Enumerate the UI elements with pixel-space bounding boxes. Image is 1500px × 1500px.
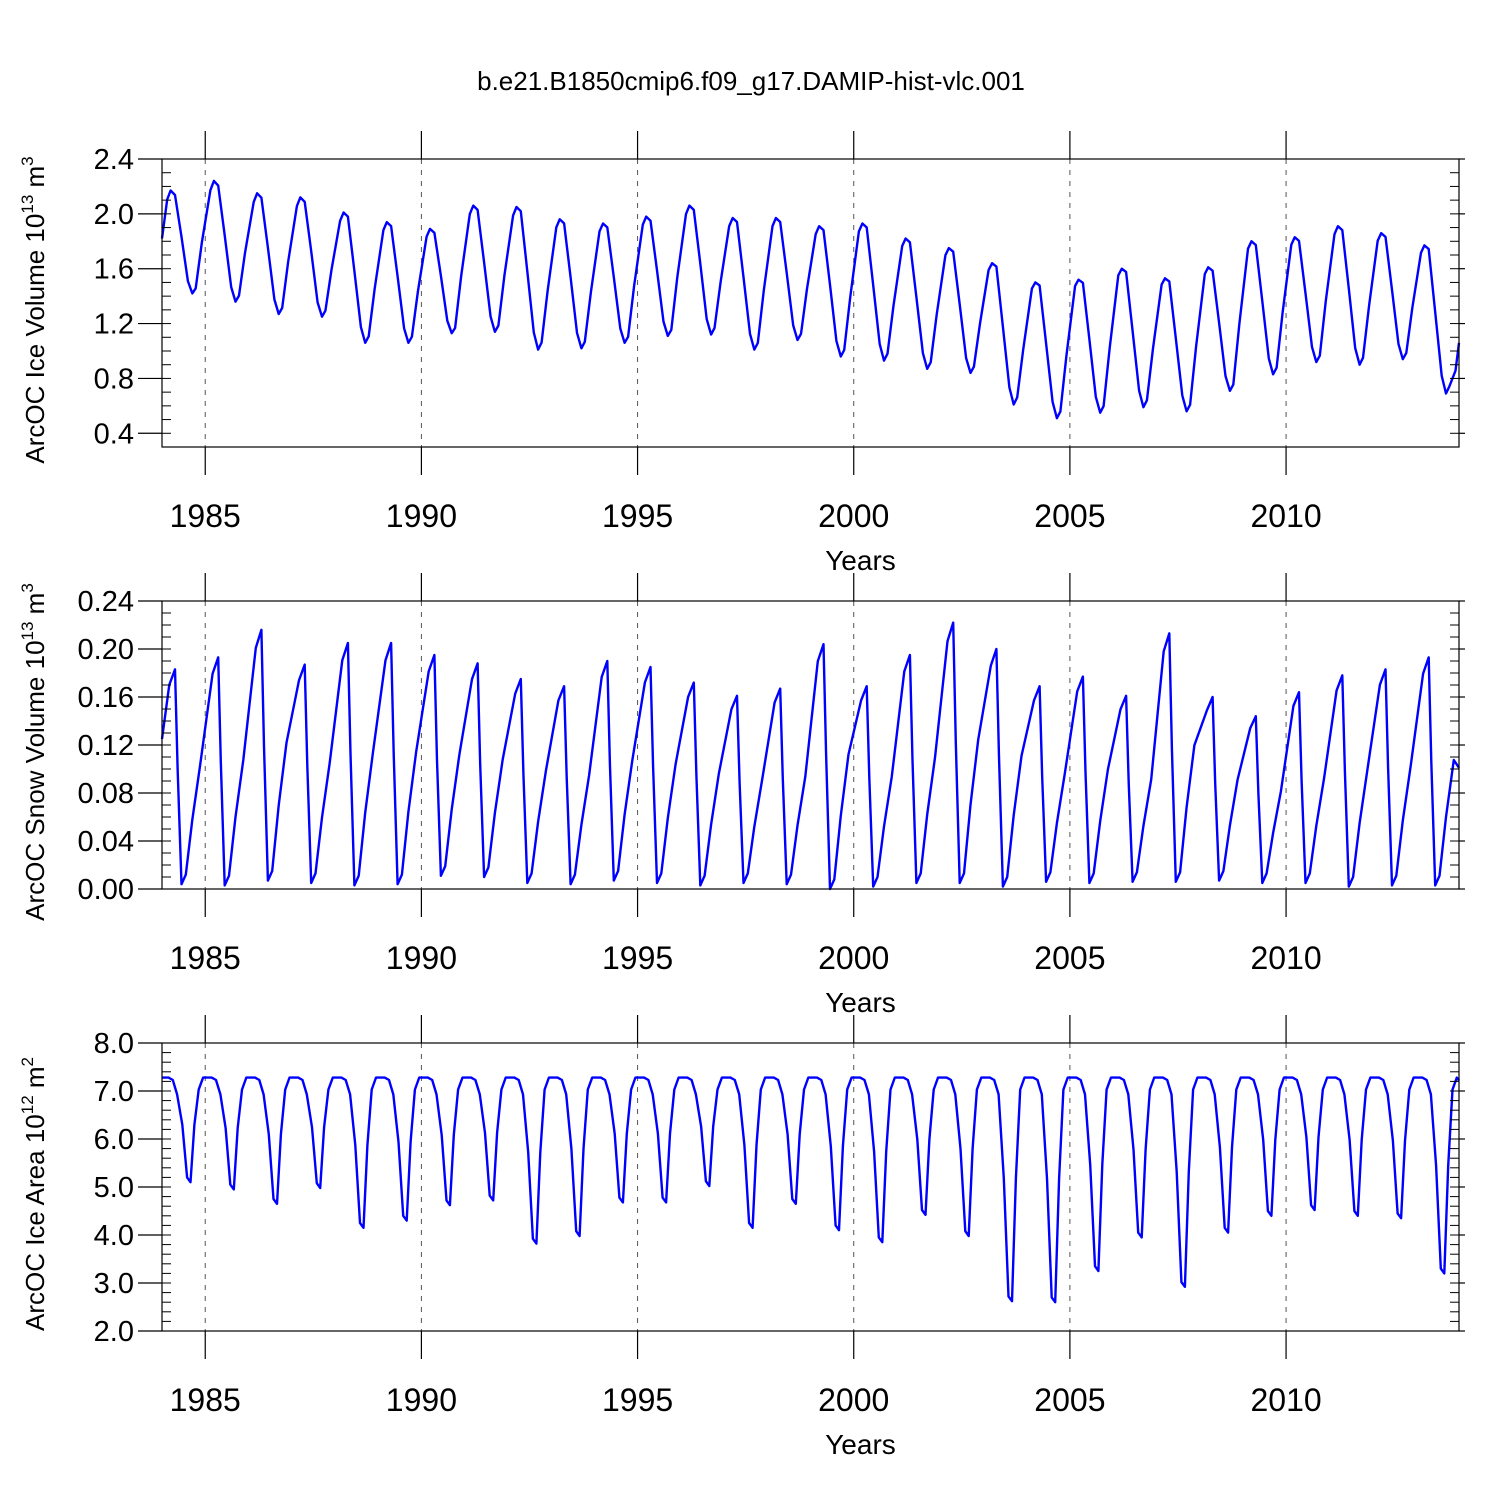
plot-frame	[161, 158, 1460, 448]
x-tick-label: 2010	[1250, 498, 1321, 534]
y-axis-label-text: m	[20, 166, 50, 195]
y-tick-label: 0.08	[78, 778, 134, 810]
y-tick-label: 4.0	[94, 1220, 134, 1252]
y-axis-label-text: m	[20, 593, 50, 622]
x-tick-label: 1995	[602, 940, 673, 976]
x-axis-label: Years	[825, 987, 896, 1018]
panel-ice-area: 2.0 3.0 4.0 5.0 6.0 7.0 8.0 1985 1990 1995 2000 200…	[18, 1015, 1465, 1460]
x-tick-label: 1985	[170, 498, 241, 534]
y-axis-label: ArcOC Ice Volume 1013 m3	[18, 156, 50, 463]
y-axis-label-text: ArcOC Ice Volume 10	[20, 214, 50, 464]
y-axis-label-exponent: 12	[18, 1095, 37, 1114]
y-tick-label: 3.0	[94, 1268, 134, 1300]
x-tick-label: 2005	[1034, 498, 1105, 534]
panel-snow-volume: 0.00 0.04 0.08 0.12 0.16 0.20 0.24 1985 1990 1995…	[18, 573, 1465, 1018]
y-tick-label: 2.0	[94, 199, 134, 231]
y-axis-label-text: ArcOC Ice Area 10	[20, 1114, 50, 1331]
series-line-snow-volume	[160, 621, 1460, 891]
y-axis-label-exponent: 2	[18, 1057, 37, 1066]
y-axis-label-text: ArcOC Snow Volume 10	[20, 640, 50, 920]
x-tick-label: 1990	[386, 498, 457, 534]
x-tick-label: 1985	[170, 940, 241, 976]
y-axis-label-exponent: 13	[18, 195, 37, 214]
y-tick-label: 0.4	[94, 418, 134, 450]
y-tick-label: 6.0	[94, 1124, 134, 1156]
x-tick-label: 2000	[818, 940, 889, 976]
y-tick-label: 0.16	[78, 682, 134, 714]
y-tick-label: 7.0	[94, 1076, 134, 1108]
y-tick-label: 0.20	[78, 634, 134, 666]
y-tick-label: 2.0	[94, 1316, 134, 1348]
x-tick-label: 1995	[602, 498, 673, 534]
y-tick-label: 0.12	[78, 730, 134, 762]
y-tick-label: 2.4	[94, 144, 134, 176]
y-axis-label-text: m	[20, 1066, 50, 1095]
y-tick-label: 0.00	[78, 874, 134, 906]
x-tick-label: 1990	[386, 1382, 457, 1418]
x-axis-label: Years	[825, 1429, 896, 1460]
y-axis-label-exponent: 3	[18, 583, 37, 592]
y-tick-label: 1.6	[94, 254, 134, 286]
y-tick-label: 0.8	[94, 363, 134, 395]
series-line-ice-volume	[160, 179, 1461, 420]
x-tick-label: 2010	[1250, 1382, 1321, 1418]
x-tick-label: 2000	[818, 498, 889, 534]
y-axis-label: ArcOC Ice Area 1012 m2	[18, 1057, 50, 1331]
x-tick-label: 2010	[1250, 940, 1321, 976]
x-tick-label: 2000	[818, 1382, 889, 1418]
y-tick-label: 8.0	[94, 1028, 134, 1060]
figure-title: b.e21.B1850cmip6.f09_g17.DAMIP-hist-vlc.…	[477, 66, 1025, 96]
y-axis-label-exponent: 3	[18, 156, 37, 165]
y-tick-label: 0.24	[78, 586, 134, 618]
y-tick-label: 5.0	[94, 1172, 134, 1204]
x-axis-label: Years	[825, 545, 896, 576]
y-tick-label: 1.2	[94, 309, 134, 341]
y-axis-label-exponent: 13	[18, 622, 37, 641]
x-tick-label: 1985	[170, 1382, 241, 1418]
x-tick-label: 2005	[1034, 1382, 1105, 1418]
x-tick-label: 1990	[386, 940, 457, 976]
y-axis-label: ArcOC Snow Volume 1013 m3	[18, 583, 50, 921]
panel-ice-volume: 0.4 0.8 1.2 1.6 2.0 2.4 1985 1990 1995 2000 2005 20…	[18, 131, 1465, 576]
x-tick-label: 1995	[602, 1382, 673, 1418]
y-tick-label: 0.04	[78, 826, 134, 858]
series-line-ice-area	[162, 1076, 1460, 1304]
x-tick-label: 2005	[1034, 940, 1105, 976]
